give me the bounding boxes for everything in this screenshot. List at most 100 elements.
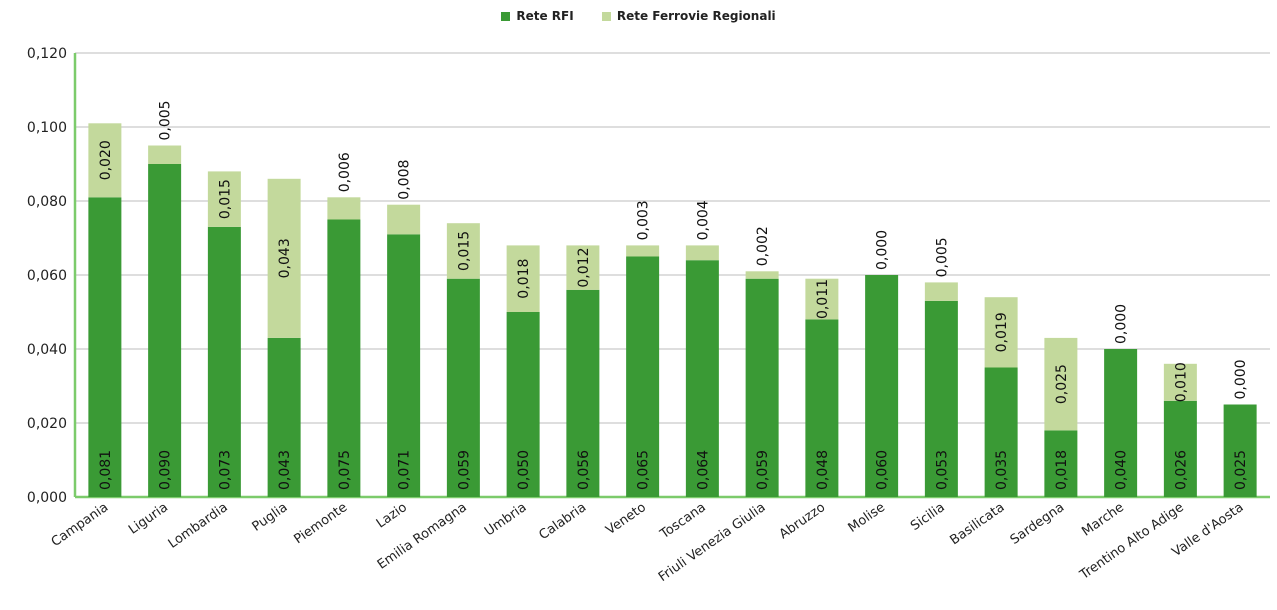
data-label-rete-rfi: 0,026 — [1173, 450, 1189, 490]
data-label-rete-ferrovie-regionali: 0,000 — [875, 230, 891, 270]
legend-swatch-rete-rfi — [501, 11, 511, 21]
y-tick-label: 0,100 — [27, 120, 67, 136]
bar-rete-rfi — [1044, 430, 1078, 497]
data-label-rete-ferrovie-regionali: 0,019 — [994, 312, 1010, 352]
x-tick-label: Campania — [49, 500, 111, 550]
data-label-rete-rfi: 0,059 — [456, 450, 472, 490]
data-label-rete-rfi: 0,018 — [1054, 450, 1070, 490]
data-label-rete-rfi: 0,048 — [815, 450, 831, 490]
bar-rete-rfi — [984, 367, 1018, 497]
data-label-rete-ferrovie-regionali: 0,003 — [636, 200, 652, 240]
bar-rete-rfi — [267, 337, 301, 497]
data-label-rete-ferrovie-regionali: 0,010 — [1173, 362, 1189, 402]
data-label-rete-ferrovie-regionali: 0,011 — [815, 279, 831, 319]
x-tick-label: Puglia — [250, 500, 291, 535]
x-tick-label: Molise — [846, 500, 888, 536]
bar-rete-rfi — [207, 226, 241, 497]
data-label-rete-rfi: 0,043 — [277, 450, 293, 490]
data-label-rete-rfi: 0,065 — [636, 450, 652, 490]
data-label-rete-ferrovie-regionali: 0,004 — [695, 200, 711, 240]
data-label-rete-rfi: 0,059 — [755, 450, 771, 490]
data-label-rete-rfi: 0,075 — [337, 450, 353, 490]
bar-rete-rfi — [1163, 400, 1197, 497]
bar-rete-rfi — [1223, 404, 1257, 497]
data-label-rete-rfi: 0,060 — [875, 450, 891, 490]
bar-rete-rfi — [865, 275, 899, 497]
data-label-rete-rfi: 0,035 — [994, 450, 1010, 490]
bar-rete-rfi — [148, 164, 182, 497]
x-tick-label: Sicilia — [908, 500, 948, 534]
bar-rete-rfi — [745, 278, 779, 497]
data-label-rete-rfi: 0,071 — [397, 450, 413, 490]
bar-rete-ferrovie-regionali — [924, 282, 958, 301]
y-tick-label: 0,040 — [27, 342, 67, 358]
data-label-rete-rfi: 0,050 — [516, 450, 532, 490]
x-tick-label: Sardegna — [1008, 500, 1067, 548]
x-tick-label: Abruzzo — [777, 500, 829, 542]
bar-rete-ferrovie-regionali — [207, 171, 241, 227]
x-tick-label: Basilicata — [947, 500, 1007, 548]
bar-rete-rfi — [924, 300, 958, 497]
data-label-rete-rfi: 0,073 — [217, 450, 233, 490]
data-label-rete-ferrovie-regionali: 0,043 — [277, 238, 293, 278]
data-label-rete-ferrovie-regionali: 0,025 — [1054, 364, 1070, 404]
data-label-rete-rfi: 0,090 — [158, 450, 174, 490]
data-label-rete-ferrovie-regionali: 0,015 — [456, 231, 472, 271]
data-label-rete-rfi: 0,081 — [98, 450, 114, 490]
legend-label-rete-rfi: Rete RFI — [516, 9, 574, 23]
bar-rete-rfi — [626, 256, 660, 497]
data-label-rete-ferrovie-regionali: 0,005 — [158, 100, 174, 140]
bar-rete-ferrovie-regionali — [626, 245, 660, 257]
x-tick-label: Lombardia — [166, 500, 231, 552]
x-tick-label: Veneto — [603, 500, 649, 538]
legend-item-rete-ferrovie-regionali: Rete Ferrovie Regionali — [601, 9, 776, 23]
bar-rete-ferrovie-regionali — [267, 178, 301, 338]
x-tick-label: Trentino Alto Adige — [1077, 500, 1187, 583]
bar-rete-rfi — [1104, 349, 1138, 497]
data-label-rete-ferrovie-regionali: 0,018 — [516, 259, 532, 299]
x-tick-label: Liguria — [126, 500, 171, 538]
bar-rete-rfi — [805, 319, 839, 497]
bar-rete-ferrovie-regionali — [566, 245, 600, 290]
data-label-rete-ferrovie-regionali: 0,000 — [1114, 304, 1130, 344]
y-tick-label: 0,120 — [27, 46, 67, 62]
bar-rete-ferrovie-regionali — [805, 278, 839, 320]
data-label-rete-ferrovie-regionali: 0,020 — [98, 140, 114, 180]
bar-rete-ferrovie-regionali — [1163, 363, 1197, 401]
bar-rete-ferrovie-regionali — [1044, 337, 1078, 431]
y-tick-label: 0,000 — [27, 490, 67, 506]
data-label-rete-rfi: 0,053 — [934, 450, 950, 490]
bar-rete-rfi — [387, 234, 421, 498]
bar-rete-ferrovie-regionali — [506, 245, 540, 312]
data-label-rete-ferrovie-regionali: 0,005 — [934, 237, 950, 277]
bar-rete-ferrovie-regionali — [327, 197, 361, 220]
data-label-rete-ferrovie-regionali: 0,015 — [217, 179, 233, 219]
y-tick-label: 0,060 — [27, 268, 67, 284]
data-label-rete-rfi: 0,025 — [1233, 450, 1249, 490]
x-tick-label: Lazio — [374, 500, 410, 532]
bar-rete-rfi — [566, 289, 600, 497]
bar-rete-ferrovie-regionali — [446, 223, 480, 279]
x-tick-label: Calabria — [536, 500, 589, 543]
bar-rete-ferrovie-regionali — [685, 245, 719, 261]
data-label-rete-ferrovie-regionali: 0,002 — [755, 226, 771, 266]
bar-rete-ferrovie-regionali — [745, 271, 779, 279]
x-tick-label: Toscana — [657, 500, 709, 543]
x-tick-label: Piemonte — [291, 500, 350, 547]
data-label-rete-ferrovie-regionali: 0,008 — [397, 160, 413, 200]
bar-rete-ferrovie-regionali — [148, 145, 182, 164]
legend-item-rete-rfi: Rete RFI — [501, 9, 574, 23]
bar-rete-ferrovie-regionali — [387, 204, 421, 235]
y-tick-label: 0,020 — [27, 416, 67, 432]
bar-rete-rfi — [446, 278, 480, 497]
data-label-rete-ferrovie-regionali: 0,006 — [337, 152, 353, 192]
data-label-rete-ferrovie-regionali: 0,000 — [1233, 359, 1249, 399]
bar-rete-ferrovie-regionali — [88, 123, 122, 198]
data-label-rete-rfi: 0,056 — [576, 450, 592, 490]
legend-swatch-rete-ferrovie-regionali — [601, 11, 611, 21]
x-tick-label: Umbria — [482, 500, 529, 539]
bar-rete-rfi — [506, 312, 540, 497]
legend-label-rete-ferrovie-regionali: Rete Ferrovie Regionali — [616, 9, 776, 23]
bar-rete-rfi — [88, 197, 122, 498]
